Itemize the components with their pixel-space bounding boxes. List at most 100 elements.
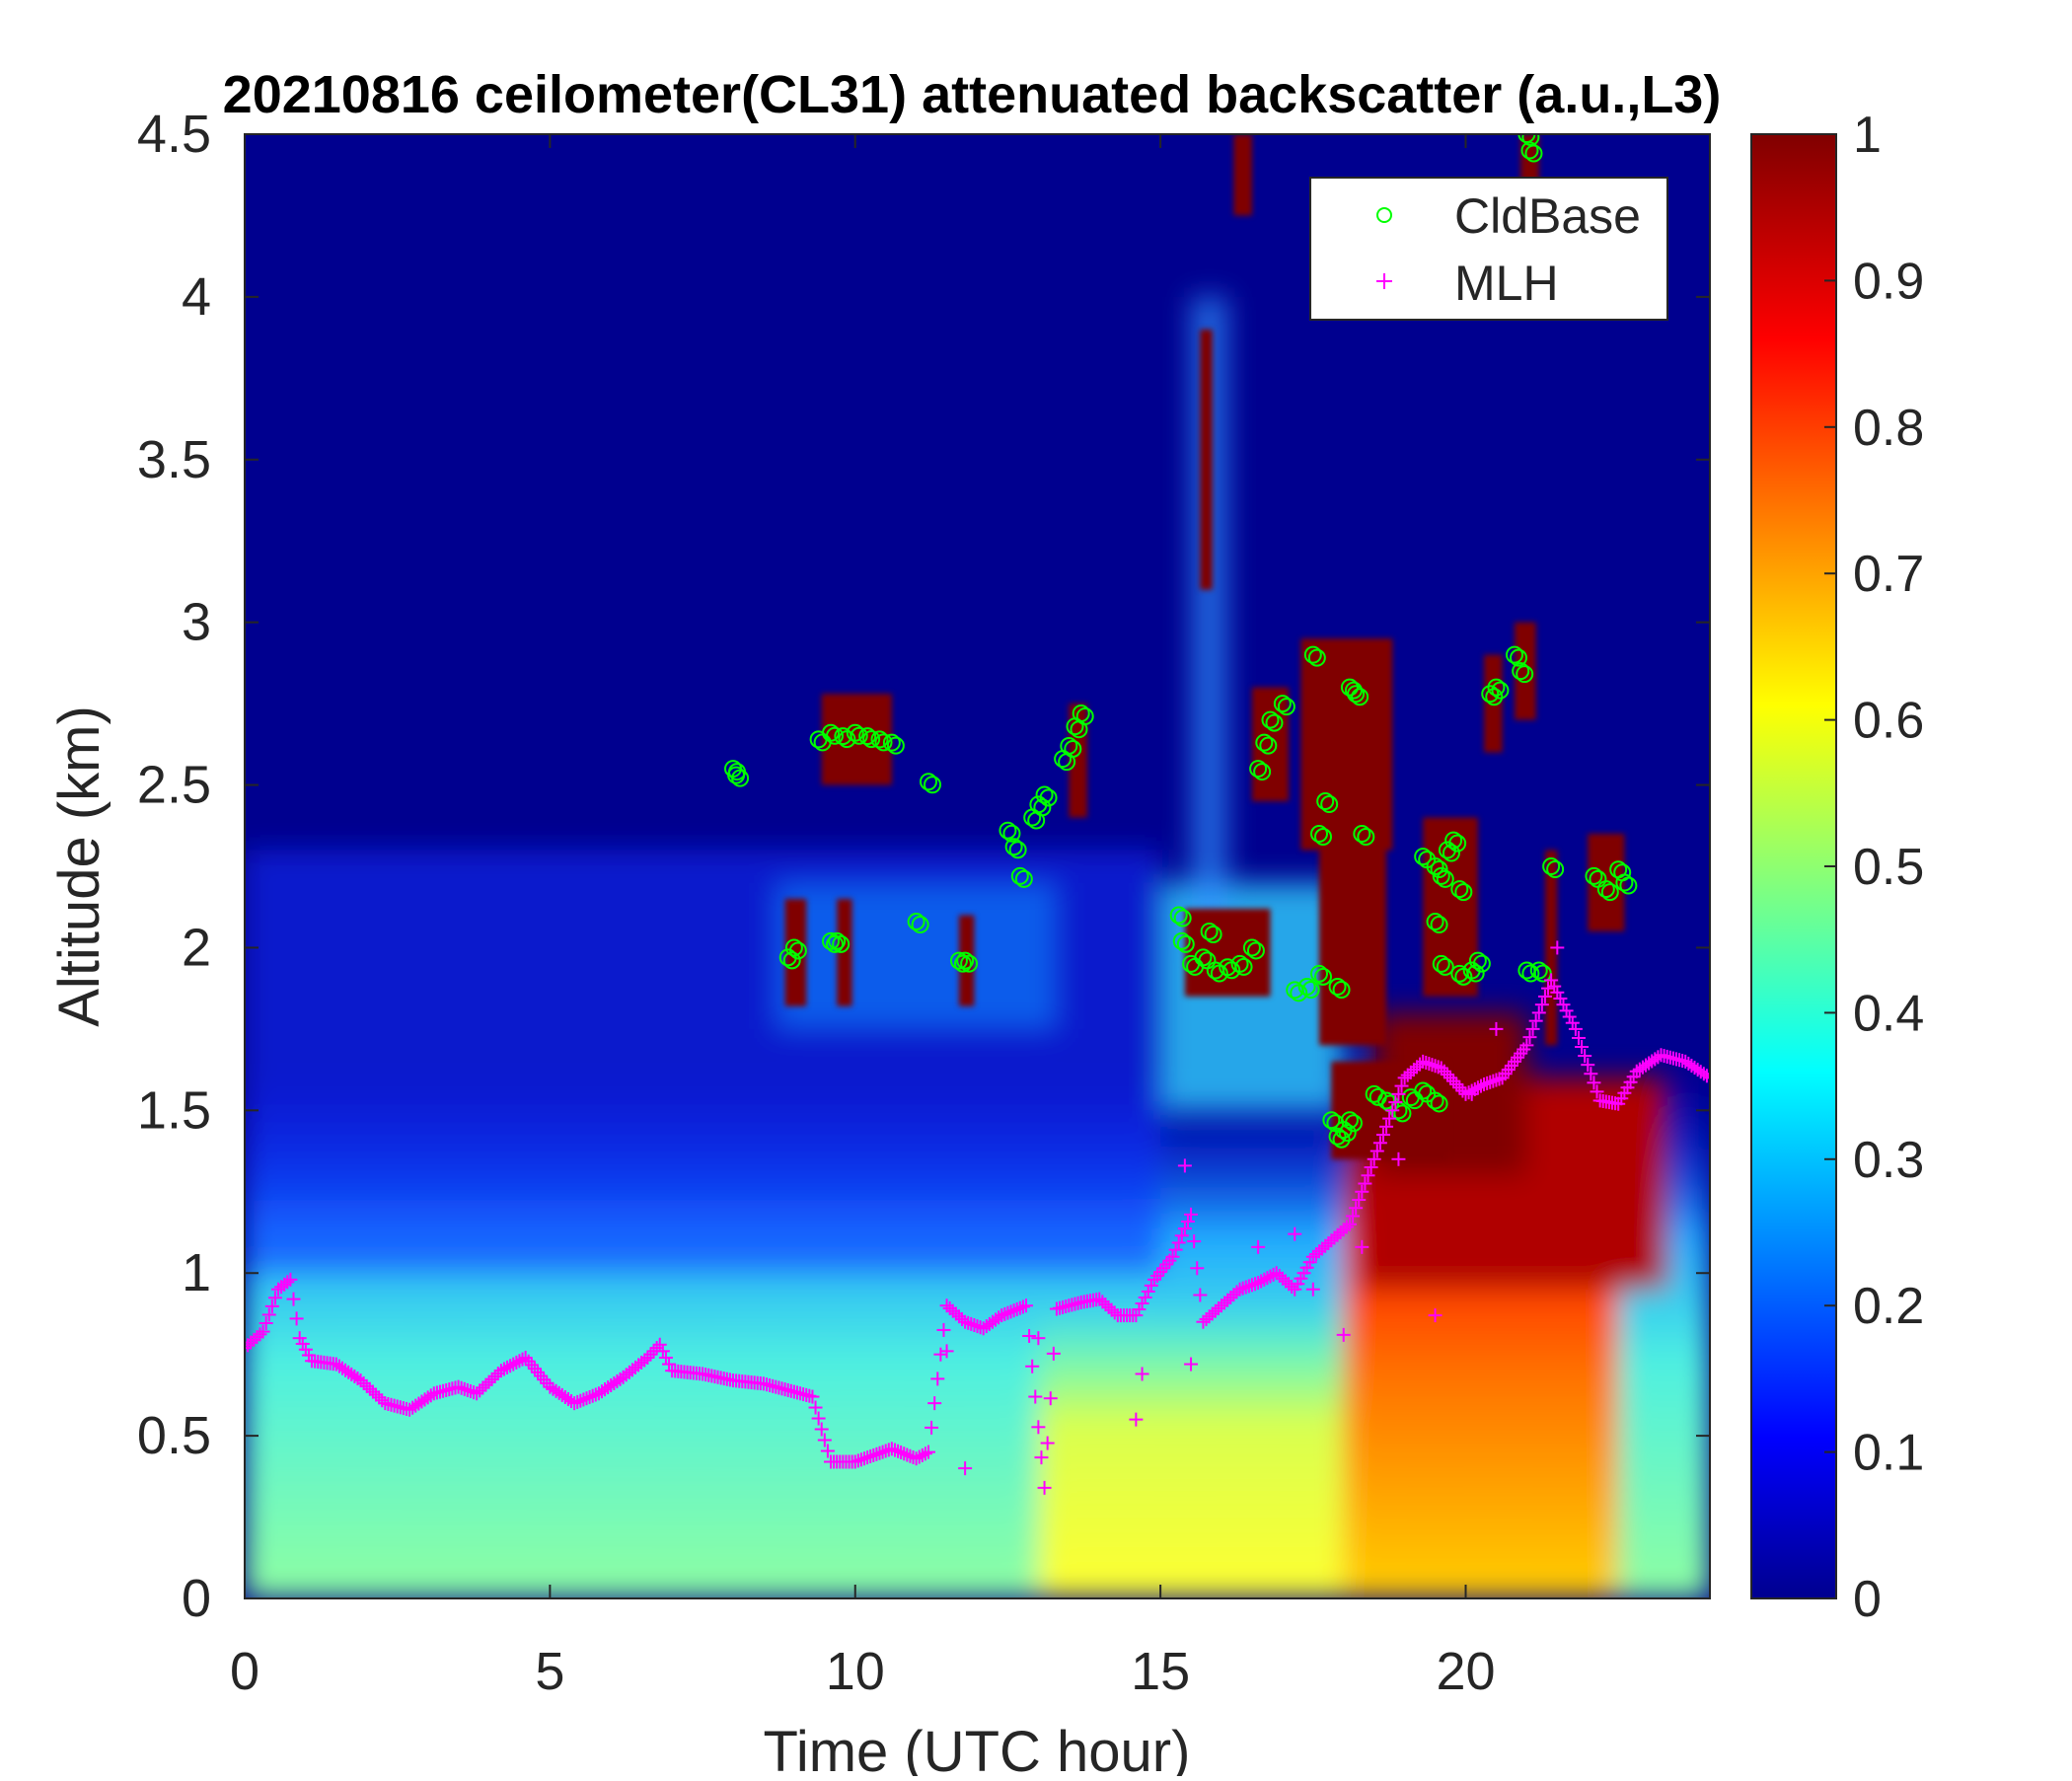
mlh-point: [1486, 1074, 1501, 1088]
cloud-base-point: [920, 773, 937, 791]
cloud-base-point: [1353, 825, 1371, 844]
mlh-point: [1434, 1061, 1448, 1076]
mlh-point: [640, 1350, 655, 1365]
mlh-point: [649, 1341, 664, 1356]
mlh-markers: [245, 940, 1710, 1495]
cloud-base-point: [858, 727, 877, 746]
cloud-base-point: [1176, 934, 1195, 953]
afternoon-aerosol: [1038, 1305, 1344, 1598]
mlh-point: [1254, 1274, 1269, 1289]
mlh-point: [1575, 1040, 1590, 1055]
mlh-point: [927, 1396, 942, 1411]
cloud-base-point: [1249, 760, 1268, 779]
cloud-base-point: [1426, 913, 1444, 931]
cloud-base-point: [1546, 860, 1565, 878]
mlh-point: [1012, 1300, 1027, 1315]
mlh-point: [1129, 1412, 1144, 1427]
mlh-point: [585, 1388, 600, 1403]
mlh-point: [1559, 1003, 1574, 1018]
mlh-point: [289, 1311, 304, 1326]
cloud-base-point: [1542, 857, 1561, 875]
cloud-base-point: [1516, 665, 1534, 684]
cloud-base-point: [1328, 1127, 1347, 1146]
mlh-point: [891, 1444, 906, 1458]
mlh-point: [820, 1444, 835, 1458]
cloud-base-point: [1351, 688, 1369, 706]
cloud-base-point: [1444, 831, 1463, 850]
cloud-base-point: [822, 723, 840, 742]
mlh-point: [1187, 1234, 1202, 1249]
mlh-point: [280, 1275, 295, 1290]
y-axis-label: Altitude (km): [47, 705, 111, 1027]
mlh-point: [900, 1447, 915, 1462]
mlh-point: [1257, 1272, 1272, 1287]
cloud-base-point: [1357, 828, 1375, 847]
legend: CldBase MLH: [1309, 177, 1668, 321]
cloud-region: [837, 898, 852, 1006]
mlh-point: [936, 1322, 951, 1337]
cloud-base-point: [1454, 883, 1473, 902]
mlh-point: [1461, 1085, 1476, 1100]
cloud-base-point: [1340, 678, 1359, 697]
mlh-point: [1006, 1303, 1021, 1318]
mlh-point: [1288, 1226, 1302, 1241]
cloud-base-point: [862, 730, 881, 749]
mlh-point: [298, 1342, 313, 1357]
mlh-point: [1037, 1480, 1052, 1495]
mlh-point: [1578, 1049, 1592, 1064]
mlh-point: [875, 1445, 890, 1459]
cloud-base-point: [1316, 792, 1335, 811]
cloud-base-point: [1008, 841, 1027, 859]
mlh-point: [995, 1308, 1009, 1323]
mlh-point: [1425, 1058, 1440, 1073]
colorbar-tick-label: 0.9: [1853, 253, 1924, 310]
cloud-base-point: [1347, 685, 1366, 704]
colorbar-tick-label: 0.1: [1853, 1425, 1924, 1482]
mlh-point: [973, 1320, 988, 1335]
cloud-base-point: [960, 954, 979, 973]
mlh-point: [805, 1389, 820, 1404]
mlh-point: [1394, 1078, 1409, 1093]
mlh-point: [1556, 998, 1571, 1012]
mlh-point: [451, 1379, 466, 1394]
cloud-base-point: [907, 913, 925, 931]
mlh-point: [1000, 1305, 1015, 1320]
mlh-point: [253, 1327, 267, 1342]
mlh-point: [1428, 1059, 1443, 1074]
mlh-point: [579, 1391, 594, 1406]
mlh-point: [1025, 1359, 1040, 1373]
mlh-point: [570, 1394, 585, 1409]
cloud-base-point: [949, 951, 968, 970]
mlh-point: [1040, 1436, 1055, 1450]
colorbar-tick-label: 0.5: [1853, 839, 1924, 896]
cloud-region: [821, 694, 892, 785]
cloud-base-point: [731, 769, 750, 787]
cloud-base-point: [870, 730, 889, 749]
mlh-point: [301, 1348, 316, 1363]
mlh-point: [1171, 1235, 1186, 1250]
mlh-point: [1391, 1086, 1406, 1101]
mlh-point: [1483, 1075, 1498, 1089]
colorbar-tick-label: 1: [1853, 107, 1882, 164]
cloud-base-point: [1491, 681, 1510, 700]
mlh-point: [1022, 1328, 1037, 1343]
cloud-base-point: [1393, 1104, 1412, 1123]
mlh-point: [1703, 1071, 1710, 1085]
x-axis-label: Time (UTC hour): [764, 1720, 1191, 1776]
mlh-point: [1547, 979, 1562, 994]
mlh-point: [1165, 1249, 1180, 1264]
mlh-point: [1443, 1071, 1458, 1085]
y-tick-label: 4: [182, 267, 211, 327]
mlh-point: [356, 1375, 371, 1390]
cloud-base-point: [1414, 1081, 1433, 1100]
mlh-point: [1581, 1058, 1595, 1073]
mlh-point: [958, 1314, 973, 1329]
mlh-point: [283, 1272, 298, 1287]
mlh-point: [369, 1387, 384, 1402]
mlh-point: [922, 1445, 935, 1459]
mlh-point: [655, 1344, 670, 1359]
mlh-point: [1352, 1193, 1367, 1208]
heatmap-cloud-layer: [784, 134, 1625, 1159]
